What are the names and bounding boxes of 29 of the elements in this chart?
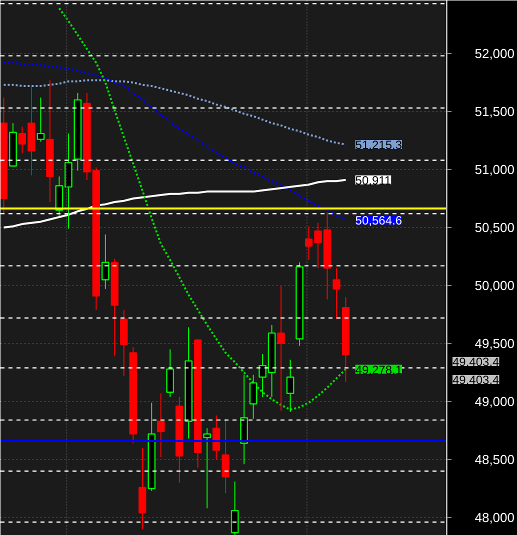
line-series: [2, 79, 347, 146]
data-label: 50,911: [355, 173, 392, 188]
candlestick: [36, 97, 45, 142]
candlestick: [286, 359, 294, 412]
candlestick: [277, 285, 285, 412]
candlestick: [166, 348, 174, 398]
line-series: [58, 7, 347, 411]
y-tick-label: 51,000: [474, 162, 515, 178]
y-tick-label: 50,000: [474, 278, 515, 294]
candlestick: [203, 428, 212, 509]
text: 49,403.4: [452, 373, 500, 387]
data-label: 50,564.6: [355, 214, 402, 228]
line-series: [2, 62, 347, 222]
candlestick: [101, 234, 110, 290]
y-tick-label: 51,500: [474, 104, 515, 120]
text: 49,403.4: [452, 355, 500, 369]
candlestick: [332, 268, 340, 320]
data-label: 51,215.3: [355, 138, 402, 152]
candlestick: [222, 418, 230, 494]
y-tick-label: 48,500: [474, 452, 515, 468]
candlestick: [157, 392, 165, 458]
y-tick-label: 49,500: [474, 336, 515, 352]
y-tick-label: 49,000: [474, 394, 515, 410]
y-tick-label: 50,500: [474, 220, 515, 236]
candlestick: [249, 374, 258, 420]
data-label: 49,278.1: [355, 362, 402, 377]
y-tick-label: 52,000: [474, 46, 515, 62]
candlestick: [230, 481, 239, 535]
y-tick-label: 48,000: [474, 510, 515, 526]
